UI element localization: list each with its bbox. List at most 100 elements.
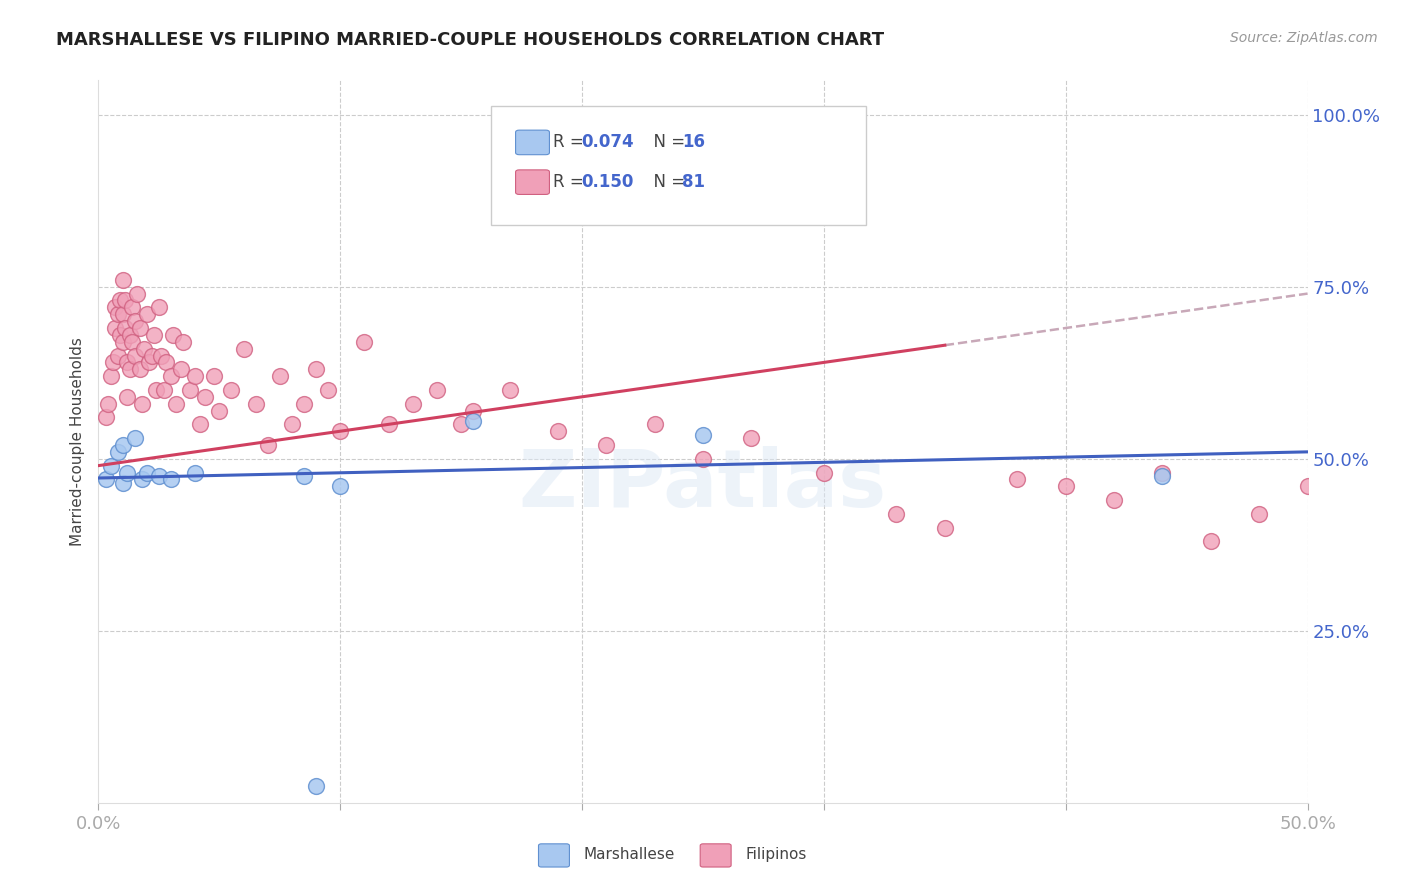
Point: [179, 383, 201, 397]
Point: [155, 355, 177, 369]
Point: [692, 451, 714, 466]
Point: [121, 334, 143, 349]
Point: [1296, 479, 1319, 493]
Point: [108, 327, 131, 342]
Point: [108, 293, 131, 308]
Point: [100, 458, 122, 473]
Point: [232, 342, 254, 356]
Point: [498, 383, 520, 397]
Text: 16: 16: [682, 134, 706, 152]
Point: [188, 417, 211, 432]
Point: [1102, 493, 1125, 508]
Point: [934, 520, 956, 534]
Point: [114, 321, 136, 335]
Point: [886, 507, 908, 521]
Point: [269, 369, 291, 384]
Point: [1344, 534, 1367, 549]
Text: 0.150: 0.150: [581, 173, 633, 191]
Point: [305, 779, 328, 793]
Point: [100, 369, 122, 384]
Point: [329, 479, 352, 493]
Point: [256, 438, 278, 452]
Text: ZIPatlas: ZIPatlas: [519, 446, 887, 524]
Point: [104, 321, 127, 335]
Point: [118, 327, 141, 342]
Point: [547, 424, 569, 438]
Point: [111, 273, 134, 287]
Point: [221, 383, 243, 397]
Point: [165, 397, 187, 411]
Point: [114, 293, 136, 308]
Point: [128, 362, 150, 376]
Text: Filipinos: Filipinos: [745, 847, 807, 862]
Point: [148, 469, 170, 483]
Point: [1152, 466, 1174, 480]
Point: [329, 424, 352, 438]
Point: [138, 355, 160, 369]
Point: [128, 321, 150, 335]
Point: [162, 327, 184, 342]
Text: Marshallese: Marshallese: [583, 847, 675, 862]
Point: [172, 334, 194, 349]
Point: [150, 349, 173, 363]
Point: [127, 286, 149, 301]
Point: [305, 362, 328, 376]
Point: [692, 427, 714, 442]
Point: [135, 307, 157, 321]
Point: [740, 431, 762, 445]
Point: [107, 445, 129, 459]
Point: [94, 472, 117, 486]
Text: Source: ZipAtlas.com: Source: ZipAtlas.com: [1230, 31, 1378, 45]
Point: [124, 431, 146, 445]
Point: [353, 334, 375, 349]
Point: [117, 355, 139, 369]
Point: [1249, 507, 1271, 521]
Point: [131, 472, 153, 486]
Point: [111, 334, 134, 349]
Text: MARSHALLESE VS FILIPINO MARRIED-COUPLE HOUSEHOLDS CORRELATION CHART: MARSHALLESE VS FILIPINO MARRIED-COUPLE H…: [56, 31, 884, 49]
Point: [245, 397, 267, 411]
Point: [194, 390, 217, 404]
Y-axis label: Married-couple Households: Married-couple Households: [69, 337, 84, 546]
Point: [281, 417, 304, 432]
Point: [152, 383, 174, 397]
FancyBboxPatch shape: [516, 130, 550, 154]
Point: [1199, 534, 1222, 549]
Point: [135, 466, 157, 480]
Point: [1007, 472, 1029, 486]
Point: [101, 355, 124, 369]
Point: [813, 466, 835, 480]
Point: [111, 307, 134, 321]
Point: [160, 369, 183, 384]
Point: [377, 417, 399, 432]
Point: [104, 301, 127, 315]
Point: [184, 466, 207, 480]
Point: [184, 369, 207, 384]
Point: [141, 349, 163, 363]
Text: N =: N =: [643, 134, 690, 152]
Point: [111, 475, 134, 490]
FancyBboxPatch shape: [492, 105, 866, 225]
Point: [595, 438, 617, 452]
Point: [463, 414, 485, 428]
Point: [644, 417, 666, 432]
Point: [143, 327, 166, 342]
Point: [145, 383, 167, 397]
Point: [121, 301, 143, 315]
Text: 81: 81: [682, 173, 706, 191]
Point: [292, 397, 315, 411]
Point: [160, 472, 183, 486]
Point: [316, 383, 339, 397]
Point: [134, 342, 156, 356]
Text: 0.074: 0.074: [581, 134, 634, 152]
Point: [450, 417, 472, 432]
Point: [131, 397, 153, 411]
Text: R =: R =: [553, 134, 589, 152]
Point: [117, 390, 139, 404]
Point: [124, 314, 146, 328]
Point: [208, 403, 231, 417]
Point: [107, 349, 129, 363]
Point: [107, 307, 129, 321]
Point: [111, 438, 134, 452]
Text: R =: R =: [553, 173, 589, 191]
